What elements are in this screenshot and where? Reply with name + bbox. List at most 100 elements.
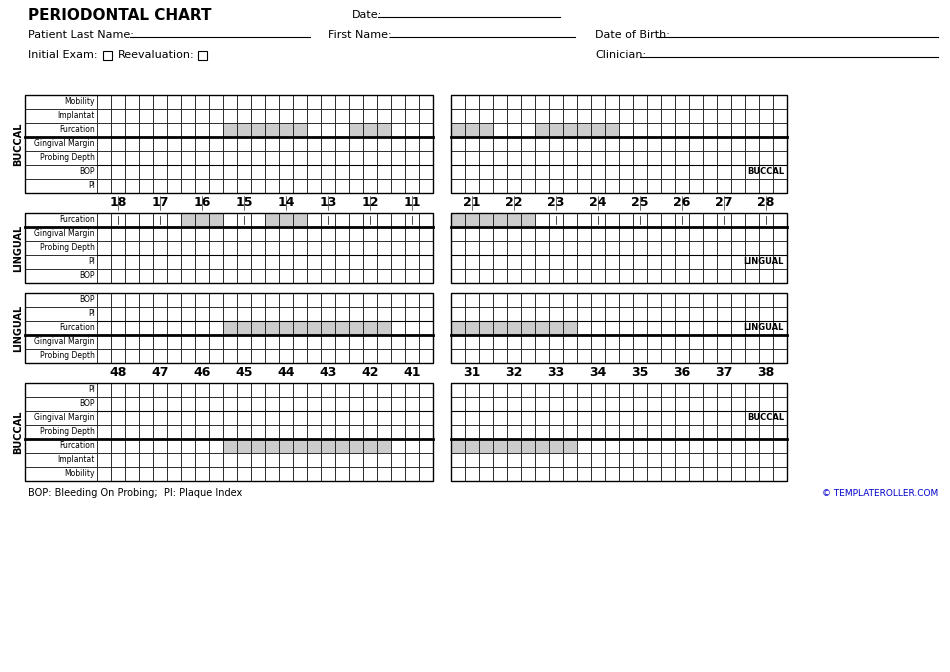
Text: © TEMPLATEROLLER.COM: © TEMPLATEROLLER.COM <box>822 489 938 497</box>
Text: Probing Depth: Probing Depth <box>40 243 95 253</box>
Bar <box>675 349 689 363</box>
Bar <box>507 349 521 363</box>
Bar <box>139 307 153 321</box>
Bar <box>647 307 661 321</box>
Bar <box>577 425 591 439</box>
Bar <box>731 383 745 397</box>
Text: Patient Last Name:: Patient Last Name: <box>28 30 134 40</box>
Bar <box>549 293 563 307</box>
Bar <box>675 179 689 193</box>
Bar <box>321 453 335 467</box>
Bar <box>451 109 465 123</box>
Bar <box>507 467 521 481</box>
Bar <box>335 349 349 363</box>
Bar <box>293 95 307 109</box>
Bar <box>521 227 535 241</box>
Bar <box>703 439 717 453</box>
Bar <box>759 213 773 227</box>
Bar <box>731 109 745 123</box>
Bar <box>465 293 479 307</box>
Bar <box>125 383 139 397</box>
Bar <box>689 109 703 123</box>
Bar <box>703 349 717 363</box>
Bar <box>167 95 181 109</box>
Bar <box>153 269 167 283</box>
Bar <box>153 241 167 255</box>
Text: BOP: BOP <box>80 167 95 177</box>
Bar <box>237 269 251 283</box>
Bar <box>605 241 619 255</box>
Bar <box>675 439 689 453</box>
Bar <box>479 227 493 241</box>
Bar <box>591 293 605 307</box>
Bar <box>195 213 209 227</box>
Bar <box>125 213 139 227</box>
Bar <box>167 453 181 467</box>
Bar <box>759 321 773 335</box>
Bar <box>139 383 153 397</box>
Bar <box>465 151 479 165</box>
Bar <box>419 411 433 425</box>
Bar <box>479 425 493 439</box>
Bar <box>139 269 153 283</box>
Text: Mobility: Mobility <box>65 97 95 106</box>
Text: Furcation: Furcation <box>59 442 95 450</box>
Bar <box>111 137 125 151</box>
Bar <box>25 383 97 397</box>
Bar <box>493 227 507 241</box>
Text: PI: PI <box>88 257 95 267</box>
Text: 15: 15 <box>236 196 253 210</box>
Bar <box>195 307 209 321</box>
Bar <box>153 137 167 151</box>
Bar <box>493 411 507 425</box>
Bar <box>773 335 787 349</box>
Bar <box>391 269 405 283</box>
Bar <box>661 109 675 123</box>
Bar <box>167 137 181 151</box>
Bar <box>703 123 717 137</box>
Bar <box>689 467 703 481</box>
Bar <box>479 335 493 349</box>
Bar <box>633 123 647 137</box>
Bar <box>25 151 97 165</box>
Bar <box>139 255 153 269</box>
Bar <box>223 439 237 453</box>
Bar <box>153 227 167 241</box>
Bar <box>321 307 335 321</box>
Bar <box>153 179 167 193</box>
Bar <box>279 95 293 109</box>
Bar <box>153 383 167 397</box>
Bar <box>675 321 689 335</box>
Bar <box>549 425 563 439</box>
Bar <box>661 397 675 411</box>
Bar <box>591 425 605 439</box>
Bar <box>535 467 549 481</box>
Bar <box>139 293 153 307</box>
Bar <box>591 213 605 227</box>
Bar <box>759 397 773 411</box>
Bar <box>549 241 563 255</box>
Bar <box>377 335 391 349</box>
Bar <box>465 397 479 411</box>
Bar <box>745 227 759 241</box>
Bar <box>363 307 377 321</box>
Bar <box>377 241 391 255</box>
Bar <box>479 467 493 481</box>
Bar <box>577 255 591 269</box>
Bar <box>479 453 493 467</box>
Bar <box>279 123 293 137</box>
Text: Implantat: Implantat <box>58 112 95 120</box>
Bar <box>717 241 731 255</box>
Bar <box>293 425 307 439</box>
Bar <box>321 425 335 439</box>
Bar <box>731 241 745 255</box>
Bar <box>153 293 167 307</box>
Bar <box>279 397 293 411</box>
Bar <box>335 335 349 349</box>
Bar <box>293 321 307 335</box>
Bar <box>451 397 465 411</box>
Bar <box>335 467 349 481</box>
Bar <box>773 439 787 453</box>
Bar <box>479 179 493 193</box>
Bar <box>773 383 787 397</box>
